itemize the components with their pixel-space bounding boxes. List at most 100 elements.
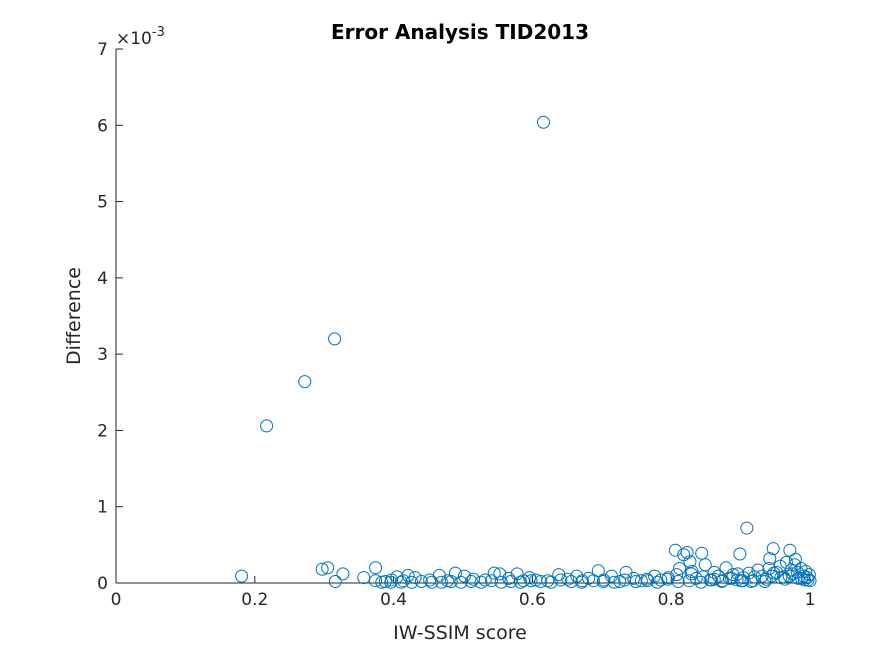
scatter-point [671, 574, 685, 588]
x-tick-label: 0.2 [241, 590, 268, 610]
scatter-point [698, 558, 712, 572]
scatter-point [654, 573, 668, 587]
scatter-point [782, 569, 796, 583]
scatter-point [747, 570, 761, 584]
scatter-point [260, 419, 274, 433]
scatter-point [766, 542, 780, 556]
scatter-point [537, 115, 550, 129]
scatter-point [552, 568, 566, 582]
x-ticks: 0 0.2 0.4 0.6 0.8 1 [111, 576, 816, 610]
scatter-point [524, 574, 538, 588]
scatter-point [414, 574, 428, 588]
y-ticks: 0 1 2 3 4 5 6 7 [97, 40, 123, 594]
scatter-point [514, 575, 528, 589]
scatter-point [682, 574, 696, 588]
scatter-point [683, 555, 697, 569]
scatter-point [544, 575, 558, 589]
scatter-point [408, 571, 422, 585]
scatter-point [767, 566, 781, 580]
scatter-point [680, 545, 694, 559]
scatter-point [235, 569, 249, 583]
y-tick-label: 0 [97, 574, 108, 594]
scatter-point [487, 566, 501, 580]
scatter-point [394, 575, 408, 589]
scatter-point [504, 574, 518, 588]
scatter-point [425, 575, 439, 589]
scatter-point [733, 547, 747, 561]
y-tick-label: 5 [97, 193, 108, 213]
scatter-point [444, 574, 458, 588]
y-tick-label: 2 [97, 421, 108, 441]
y-tick-label: 1 [97, 498, 108, 518]
x-tick-label: 1 [805, 590, 816, 610]
scatter-point [575, 575, 589, 589]
scatter-point [607, 575, 621, 589]
scatter-point [744, 574, 758, 588]
x-axis-label: IW-SSIM score [393, 622, 527, 644]
y-axis-exponent: ×10-3 [116, 25, 165, 49]
chart-title: Error Analysis TID2013 [331, 20, 589, 44]
scatter-point [434, 575, 448, 589]
scatter-point [716, 574, 730, 588]
scatter-point [561, 572, 575, 586]
scatter-point [763, 552, 777, 566]
scatter-point [369, 561, 383, 575]
scatter-point [784, 563, 798, 577]
y-axis-exponent-power: -3 [152, 25, 165, 40]
scatter-points [235, 115, 817, 589]
scatter-point [336, 567, 350, 581]
scatter-point [596, 574, 610, 588]
scatter-point [315, 562, 329, 576]
scatter-point [797, 573, 811, 587]
scatter-point [762, 562, 776, 576]
scatter-point [715, 574, 729, 588]
scatter-point [629, 574, 643, 588]
y-axis-exponent-base: ×10 [116, 29, 152, 49]
scatter-point [401, 568, 415, 582]
y-axis-label: Difference [63, 267, 85, 365]
scatter-point [740, 521, 754, 535]
scatter-point [405, 575, 419, 589]
scatter-point [357, 571, 371, 585]
scatter-point [736, 574, 750, 588]
scatter-point [454, 575, 468, 589]
scatter-point [474, 575, 488, 589]
scatter-point [774, 571, 788, 585]
scatter-point [791, 565, 805, 579]
x-tick-label: 0.6 [519, 590, 546, 610]
y-tick-label: 3 [97, 345, 108, 365]
x-tick-label: 0 [111, 590, 122, 610]
scatter-point [670, 568, 684, 582]
scatter-point [613, 574, 627, 588]
scatter-point [765, 569, 779, 583]
scatter-point [298, 375, 312, 389]
scatter-point [564, 574, 578, 588]
scatter-point [689, 571, 703, 585]
scatter-point [627, 571, 641, 585]
scatter-point [457, 569, 471, 583]
scatter-point [516, 574, 530, 588]
y-tick-label: 6 [97, 116, 108, 136]
scatter-point [707, 565, 721, 579]
scatter-point [661, 572, 675, 586]
scatter-point [384, 575, 398, 589]
y-tick-label: 7 [97, 40, 108, 60]
scatter-point [618, 573, 632, 587]
scatter-point [464, 574, 478, 588]
scatter-point [634, 574, 648, 588]
scatter-point [328, 332, 342, 346]
scatter-point [731, 567, 745, 581]
scatter-point [707, 572, 721, 586]
scatter-point [648, 569, 662, 583]
scatter-point [799, 565, 813, 579]
scatter-point [650, 575, 664, 589]
scatter-point [554, 573, 568, 587]
scatter-point [685, 565, 699, 579]
scatter-point [502, 571, 516, 585]
y-tick-label: 4 [97, 269, 108, 289]
scatter-point [375, 575, 389, 589]
scatter-point [369, 574, 383, 588]
scatter-point [494, 575, 508, 589]
